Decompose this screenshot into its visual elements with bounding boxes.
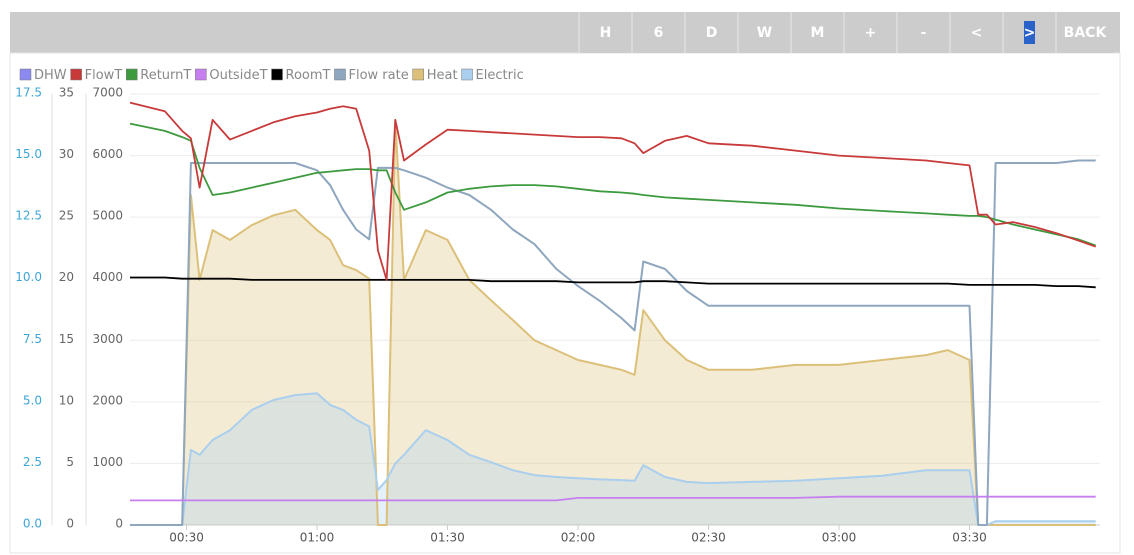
y2-tick-label: 0 <box>115 517 123 531</box>
area <box>130 119 1096 526</box>
legend-swatch <box>70 68 82 81</box>
button-label[interactable]: D <box>706 25 718 41</box>
button-label[interactable]: M <box>811 25 825 41</box>
legend-label: OutsideT <box>209 68 267 83</box>
y-tick-label: 15 <box>59 332 74 346</box>
button-highlight <box>1024 21 1035 44</box>
legend-label: FlowT <box>85 68 123 83</box>
y3-tick-label: 2.5 <box>23 455 42 469</box>
x-tick-label: 01:00 <box>300 531 335 545</box>
legend-swatch <box>271 68 283 81</box>
toolbar-button[interactable] <box>791 12 844 53</box>
y3-tick-label: 17.5 <box>15 86 42 100</box>
y3-tick-label: 5.0 <box>23 393 42 407</box>
series-line <box>130 159 1096 526</box>
y2-tick-label: 3000 <box>92 332 123 346</box>
toolbar-button[interactable] <box>579 12 632 53</box>
series-line <box>129 101 1097 281</box>
y3-tick-label: 12.5 <box>15 209 42 223</box>
y3-tick-label: 0.0 <box>23 517 42 531</box>
toolbar-button[interactable] <box>897 12 950 53</box>
y3-tick-label: 15.0 <box>15 147 42 161</box>
y-tick-label: 20 <box>59 270 74 284</box>
x-tick-label: 00:30 <box>169 531 204 545</box>
y-tick-label: 35 <box>59 86 74 100</box>
y2-tick-label: 2000 <box>92 393 123 407</box>
x-tick-label: 02:30 <box>691 531 726 545</box>
button-label[interactable]: - <box>921 25 927 41</box>
legend-swatch <box>195 68 207 81</box>
toolbar-button[interactable] <box>844 12 897 53</box>
series-line <box>130 276 1096 289</box>
x-tick-label: 03:30 <box>952 531 987 545</box>
legend-swatch <box>19 68 32 81</box>
area <box>130 393 1096 525</box>
y2-tick-label: 1000 <box>92 455 123 469</box>
legend-label: Heat <box>427 68 458 83</box>
series-line <box>130 118 1096 526</box>
legend-swatch <box>461 68 473 81</box>
legend-label: DHW <box>34 68 67 83</box>
legend-swatch <box>412 68 424 81</box>
series-line <box>130 392 1096 526</box>
button-label[interactable]: > <box>1024 25 1036 41</box>
legend-swatch <box>334 68 346 81</box>
y2-tick-label: 6000 <box>92 147 123 161</box>
legend-label: Flow rate <box>348 68 408 83</box>
button-label[interactable]: + <box>865 25 877 41</box>
x-tick-label: 01:30 <box>430 531 465 545</box>
series-line <box>130 495 1096 502</box>
chart-frame <box>9 52 1121 554</box>
button-label[interactable]: W <box>757 25 772 41</box>
toolbar-button[interactable] <box>1056 12 1114 53</box>
button-label[interactable]: < <box>971 25 983 41</box>
legend-label: Electric <box>476 68 524 83</box>
y2-tick-label: 4000 <box>92 270 123 284</box>
legend-swatch <box>126 68 138 81</box>
toolbar-button[interactable] <box>738 12 791 53</box>
y-tick-label: 0 <box>66 517 74 531</box>
button-label[interactable]: 6 <box>654 25 664 41</box>
y-tick-label: 30 <box>59 147 74 161</box>
y2-tick-label: 5000 <box>92 209 123 223</box>
y3-tick-label: 7.5 <box>23 332 42 346</box>
button-label[interactable]: BACK <box>1064 25 1108 41</box>
toolbar-button[interactable] <box>950 12 1003 53</box>
y3-tick-label: 10.0 <box>15 270 42 284</box>
series-line <box>129 122 1097 247</box>
y-tick-label: 10 <box>59 393 74 407</box>
y2-tick-label: 7000 <box>92 86 123 100</box>
legend-label: RoomT <box>286 68 331 83</box>
y-tick-label: 5 <box>66 455 74 469</box>
x-tick-label: 02:00 <box>561 531 596 545</box>
toolbar-button[interactable] <box>685 12 738 53</box>
legend-label: ReturnT <box>140 68 191 83</box>
y-tick-label: 25 <box>59 209 74 223</box>
toolbar-button[interactable] <box>632 12 685 53</box>
x-tick-label: 03:00 <box>822 531 857 545</box>
button-label[interactable]: H <box>600 25 612 41</box>
